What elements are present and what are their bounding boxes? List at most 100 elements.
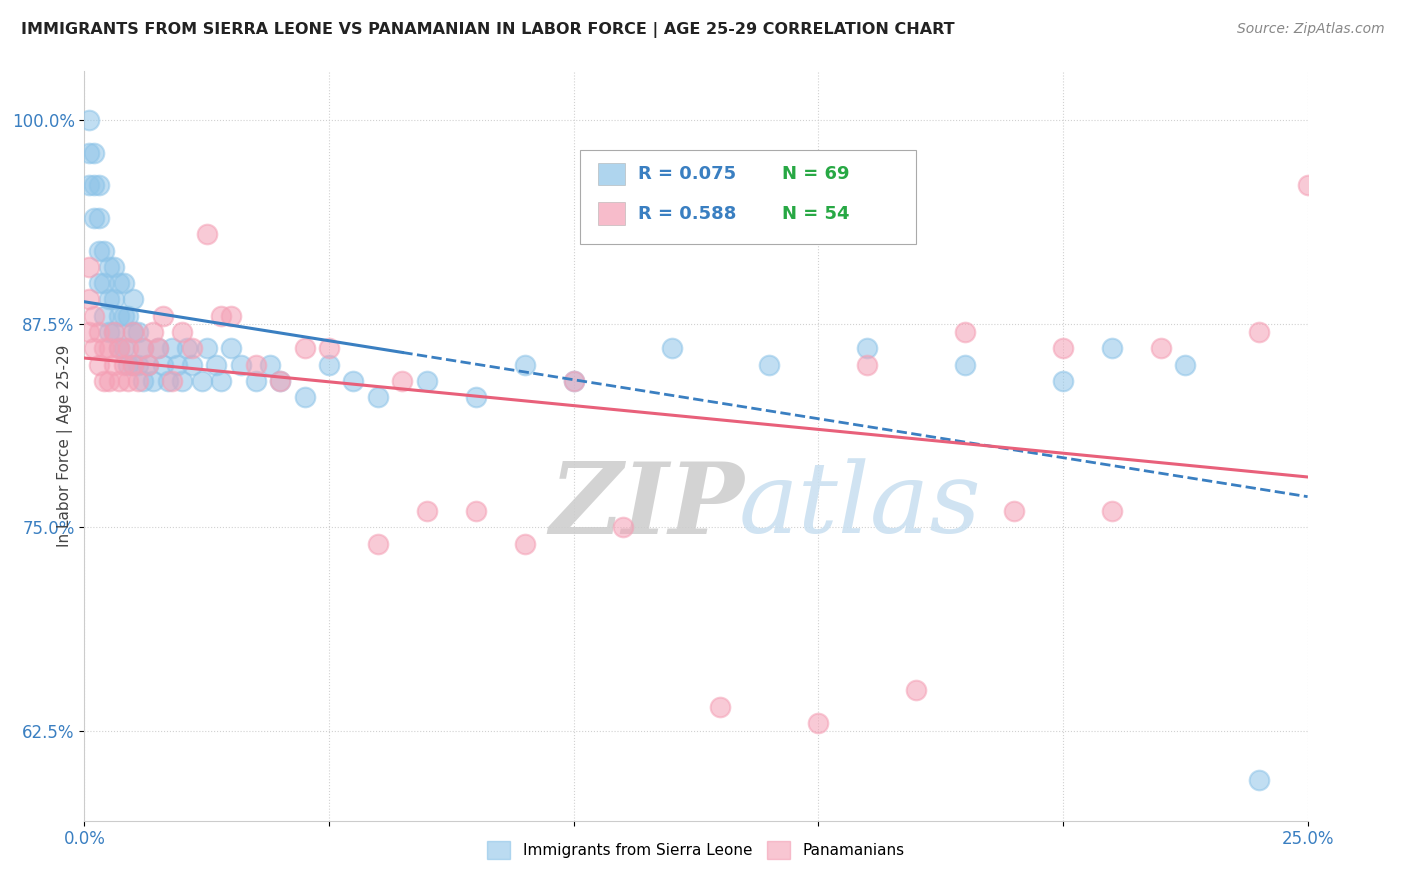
Point bbox=[107, 341, 129, 355]
Point bbox=[318, 341, 340, 355]
Point bbox=[103, 358, 125, 372]
Point bbox=[146, 341, 169, 355]
Text: atlas: atlas bbox=[738, 458, 981, 554]
Point bbox=[1247, 325, 1270, 339]
Point bbox=[416, 504, 439, 518]
Point bbox=[87, 325, 110, 339]
Point bbox=[112, 341, 135, 355]
Point bbox=[259, 358, 281, 372]
Bar bbox=[598, 162, 626, 186]
Point bbox=[709, 699, 731, 714]
Point bbox=[112, 309, 135, 323]
Point bbox=[142, 374, 165, 388]
Point bbox=[93, 341, 115, 355]
Point bbox=[191, 374, 214, 388]
Point bbox=[513, 537, 536, 551]
Point bbox=[172, 325, 194, 339]
Text: IMMIGRANTS FROM SIERRA LEONE VS PANAMANIAN IN LABOR FORCE | AGE 25-29 CORRELATIO: IMMIGRANTS FROM SIERRA LEONE VS PANAMANI… bbox=[21, 22, 955, 38]
Point bbox=[219, 341, 242, 355]
Point bbox=[122, 358, 145, 372]
Point bbox=[83, 211, 105, 225]
Point bbox=[83, 178, 105, 193]
Point bbox=[416, 374, 439, 388]
Point bbox=[1247, 772, 1270, 787]
Point bbox=[953, 358, 976, 372]
Point bbox=[122, 358, 145, 372]
Point bbox=[142, 325, 165, 339]
Point bbox=[342, 374, 364, 388]
Point bbox=[219, 309, 242, 323]
Point bbox=[87, 276, 110, 290]
Point bbox=[856, 341, 879, 355]
Point bbox=[107, 309, 129, 323]
Point bbox=[195, 341, 218, 355]
Point bbox=[87, 211, 110, 225]
Point bbox=[103, 293, 125, 307]
Point bbox=[1052, 341, 1074, 355]
Point bbox=[103, 325, 125, 339]
Point bbox=[856, 358, 879, 372]
Point bbox=[132, 341, 155, 355]
Point bbox=[195, 227, 218, 242]
Point bbox=[83, 145, 105, 160]
Point bbox=[77, 293, 100, 307]
Point bbox=[107, 374, 129, 388]
Point bbox=[93, 309, 115, 323]
Point bbox=[1101, 341, 1123, 355]
Point bbox=[562, 374, 585, 388]
Point bbox=[132, 341, 155, 355]
Point bbox=[205, 358, 228, 372]
Point bbox=[562, 374, 585, 388]
Point bbox=[97, 325, 120, 339]
Point bbox=[166, 358, 188, 372]
Text: Source: ZipAtlas.com: Source: ZipAtlas.com bbox=[1237, 22, 1385, 37]
Point bbox=[269, 374, 291, 388]
Y-axis label: In Labor Force | Age 25-29: In Labor Force | Age 25-29 bbox=[58, 345, 73, 547]
Text: R = 0.588: R = 0.588 bbox=[638, 205, 737, 223]
Point bbox=[117, 358, 139, 372]
Point bbox=[77, 325, 100, 339]
FancyBboxPatch shape bbox=[579, 150, 917, 244]
Point bbox=[117, 309, 139, 323]
Point bbox=[83, 309, 105, 323]
Point bbox=[1101, 504, 1123, 518]
Point bbox=[93, 374, 115, 388]
Point bbox=[107, 341, 129, 355]
Legend: Immigrants from Sierra Leone, Panamanians: Immigrants from Sierra Leone, Panamanian… bbox=[481, 835, 911, 865]
Text: N = 54: N = 54 bbox=[782, 205, 849, 223]
Point bbox=[107, 276, 129, 290]
Point bbox=[87, 358, 110, 372]
Point bbox=[162, 374, 184, 388]
Point bbox=[294, 341, 316, 355]
Text: R = 0.075: R = 0.075 bbox=[638, 165, 737, 183]
Point bbox=[318, 358, 340, 372]
Point bbox=[367, 537, 389, 551]
Point bbox=[77, 113, 100, 128]
Point bbox=[103, 260, 125, 274]
Point bbox=[1150, 341, 1173, 355]
Point bbox=[269, 374, 291, 388]
Point bbox=[87, 244, 110, 258]
Point bbox=[103, 325, 125, 339]
Point bbox=[136, 358, 159, 372]
Point bbox=[122, 293, 145, 307]
Point bbox=[1174, 358, 1197, 372]
Point bbox=[807, 715, 830, 730]
Point bbox=[127, 374, 149, 388]
Point bbox=[229, 358, 252, 372]
Point bbox=[112, 358, 135, 372]
Point bbox=[77, 178, 100, 193]
Point bbox=[1052, 374, 1074, 388]
Point bbox=[294, 390, 316, 404]
Point bbox=[117, 374, 139, 388]
Point bbox=[156, 374, 179, 388]
Point bbox=[953, 325, 976, 339]
Point bbox=[77, 145, 100, 160]
Point bbox=[136, 358, 159, 372]
Text: ZIP: ZIP bbox=[550, 458, 744, 554]
Point bbox=[181, 341, 204, 355]
Point bbox=[1002, 504, 1025, 518]
Point bbox=[87, 178, 110, 193]
Point bbox=[905, 683, 928, 698]
Point bbox=[513, 358, 536, 372]
